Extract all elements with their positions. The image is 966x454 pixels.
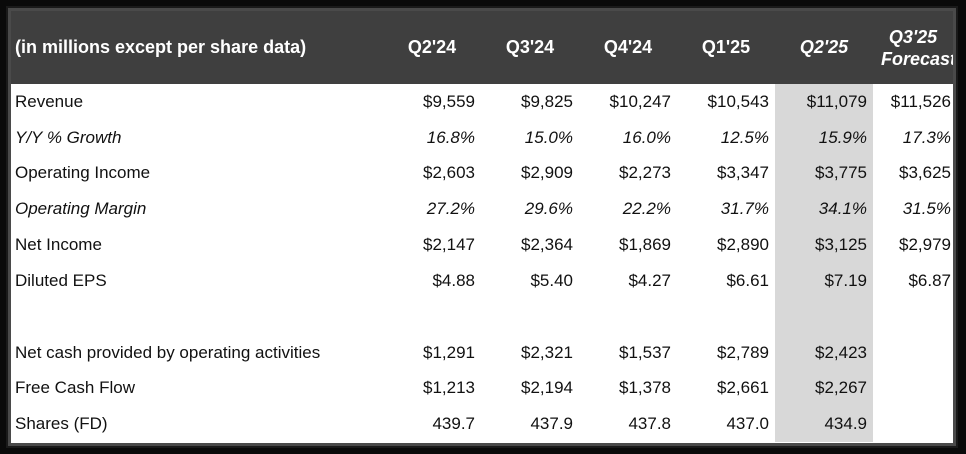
cell-value: $2,321 [521, 342, 573, 362]
financial-summary-table-frame: (in millions except per share data) Q2'2… [8, 8, 956, 446]
cell-value: $5.40 [530, 270, 573, 290]
cell-value: 22.2% [622, 199, 671, 219]
header-q2-24: Q2'24 [383, 11, 481, 84]
row-label: Operating Income [15, 163, 151, 183]
cell-value: 29.6% [524, 199, 573, 219]
header-row: (in millions except per share data) Q2'2… [11, 11, 953, 84]
header-forecast-quarter: Q3'25 [888, 26, 938, 47]
header-q3-24: Q3'24 [481, 11, 579, 84]
cell-value: $6.61 [726, 270, 769, 290]
row-label: Net Income [15, 235, 102, 255]
row-operating-margin: Operating Margin 27.2% 29.6% 22.2% 31.7%… [11, 191, 953, 228]
cell-value-forecast: 17.3% [902, 127, 951, 147]
cell-value-highlighted: 34.1% [775, 191, 873, 228]
cell-value: 439.7 [432, 414, 475, 434]
cell-value-forecast: $11,526 [890, 91, 951, 111]
cell-value: 16.8% [426, 127, 475, 147]
row-label: Free Cash Flow [15, 378, 135, 398]
row-label: Operating Margin [15, 199, 147, 219]
cell-value: $10,543 [707, 91, 769, 111]
row-shares-fd: Shares (FD) 439.7 437.9 437.8 437.0 434.… [11, 406, 953, 443]
spacer-cell [677, 299, 775, 335]
row-revenue: Revenue $9,559 $9,825 $10,247 $10,543 $1… [11, 84, 953, 120]
header-q4-24: Q4'24 [579, 11, 677, 84]
cell-value: $2,147 [423, 235, 475, 255]
cell-value-highlighted: $2,267 [775, 370, 873, 407]
cell-value: $2,789 [717, 342, 769, 362]
cell-value: $2,194 [521, 378, 573, 398]
cell-value: $9,559 [423, 91, 475, 111]
spacer-cell [579, 299, 677, 335]
cell-value-highlighted: $11,079 [775, 84, 873, 120]
cell-value: $2,364 [521, 235, 573, 255]
cell-value-forecast: 31.5% [902, 199, 951, 219]
cell-value: $1,291 [423, 342, 475, 362]
cell-value-highlighted: $3,125 [775, 227, 873, 263]
cell-value: 437.0 [726, 414, 769, 434]
cell-value: $1,213 [423, 378, 475, 398]
cell-value-highlighted: $2,423 [775, 334, 873, 371]
row-label: Net cash provided by operating activitie… [15, 342, 321, 362]
cell-value: $1,869 [619, 235, 671, 255]
cell-value: $4.88 [432, 270, 475, 290]
cell-value: 31.7% [720, 199, 769, 219]
cell-value: $2,661 [717, 378, 769, 398]
spacer-row [11, 298, 953, 335]
cell-value: $2,603 [423, 163, 475, 183]
cell-value: 12.5% [720, 127, 769, 147]
cell-value: 437.8 [628, 414, 671, 434]
cell-value: $4.27 [628, 270, 671, 290]
spacer-cell [481, 299, 579, 335]
row-label: Shares (FD) [15, 414, 108, 434]
row-label: Y/Y % Growth [15, 127, 122, 147]
cell-value-forecast [873, 371, 953, 407]
spacer-cell [11, 299, 383, 335]
cell-value-forecast [873, 406, 953, 442]
header-forecast-word: Forecast [881, 48, 956, 69]
cell-value: $1,537 [619, 342, 671, 362]
cell-value: $2,909 [521, 163, 573, 183]
row-label: Diluted EPS [15, 270, 107, 290]
cell-value-forecast: $3,625 [899, 163, 951, 183]
cell-value: $9,825 [521, 91, 573, 111]
cell-value: $2,890 [717, 235, 769, 255]
row-net-cash-operating: Net cash provided by operating activitie… [11, 334, 953, 371]
cell-value: $3,347 [717, 163, 769, 183]
spacer-cell [873, 299, 953, 335]
cell-value-highlighted: 15.9% [775, 119, 873, 156]
spacer-cell [383, 299, 481, 335]
cell-value: $1,378 [619, 378, 671, 398]
row-free-cash-flow: Free Cash Flow $1,213 $2,194 $1,378 $2,6… [11, 370, 953, 407]
cell-value: 27.2% [426, 199, 475, 219]
cell-value-forecast: $2,979 [899, 235, 951, 255]
row-operating-income: Operating Income $2,603 $2,909 $2,273 $3… [11, 155, 953, 192]
row-label: Revenue [15, 91, 84, 111]
financial-summary-table: (in millions except per share data) Q2'2… [11, 11, 953, 443]
cell-value: 16.0% [622, 127, 671, 147]
header-q2-25: Q2'25 [775, 11, 873, 84]
header-label: (in millions except per share data) [11, 11, 383, 84]
cell-value-highlighted: 434.9 [775, 406, 873, 443]
cell-value-forecast: $6.87 [908, 270, 951, 290]
cell-value-forecast [873, 335, 953, 371]
row-net-income: Net Income $2,147 $2,364 $1,869 $2,890 $… [11, 227, 953, 263]
header-q1-25: Q1'25 [677, 11, 775, 84]
cell-value: 15.0% [524, 127, 573, 147]
cell-value: $10,247 [609, 91, 671, 111]
cell-value-highlighted: $3,775 [775, 155, 873, 192]
cell-value: $2,273 [619, 163, 671, 183]
header-q3-25-forecast: Q3'25 Forecast [873, 11, 953, 84]
spacer-cell-highlighted [775, 298, 873, 335]
row-yoy-growth: Y/Y % Growth 16.8% 15.0% 16.0% 12.5% 15.… [11, 119, 953, 156]
cell-value: 437.9 [530, 414, 573, 434]
cell-value-highlighted: $7.19 [775, 262, 873, 299]
row-diluted-eps: Diluted EPS $4.88 $5.40 $4.27 $6.61 $7.1… [11, 262, 953, 299]
